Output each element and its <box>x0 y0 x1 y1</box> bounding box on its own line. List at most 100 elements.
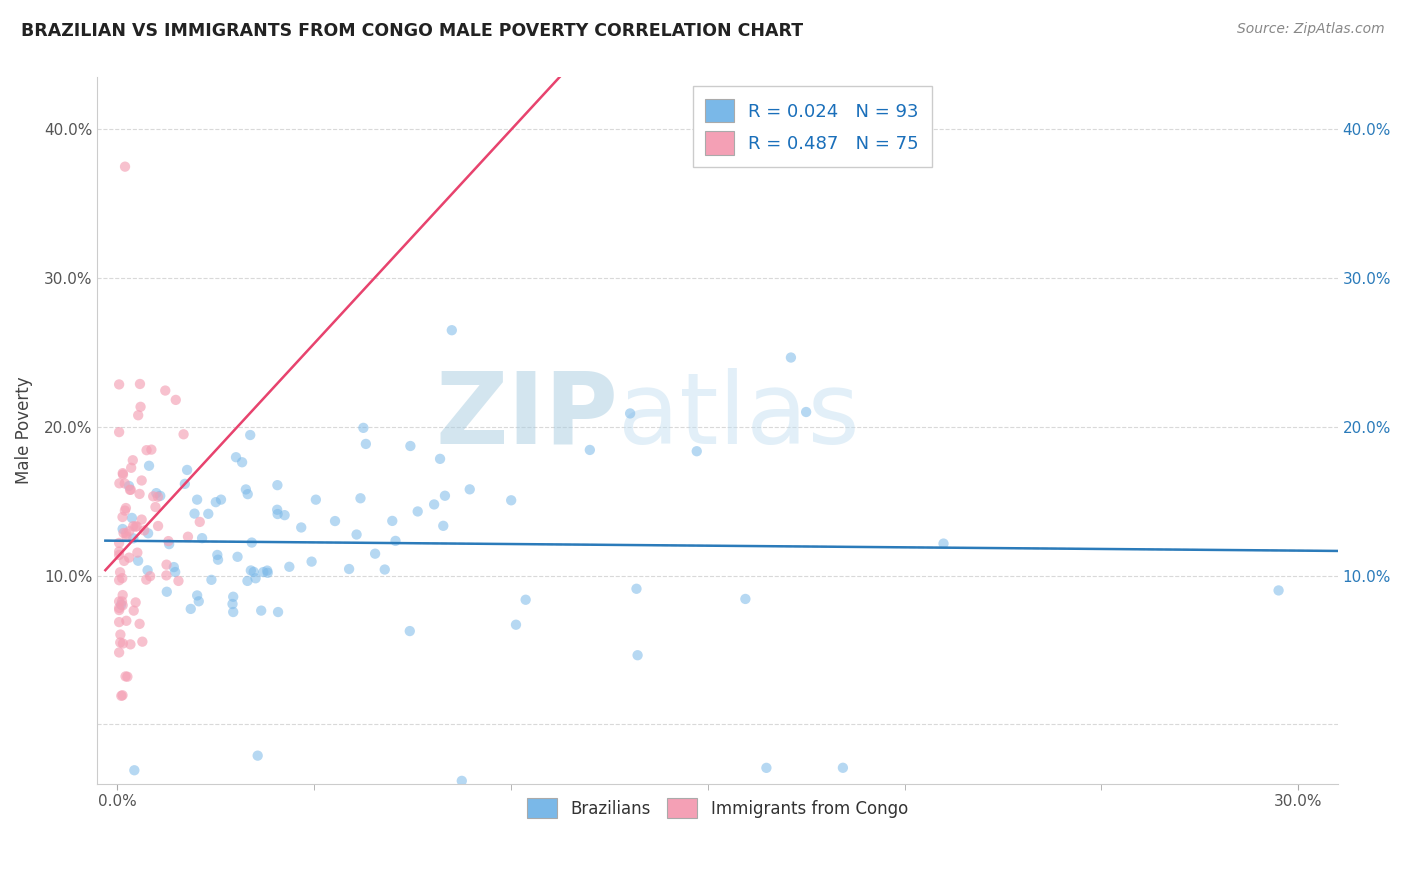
Point <box>155 384 177 398</box>
Point <box>246 748 269 763</box>
Point <box>115 530 138 544</box>
Point <box>266 502 288 516</box>
Point <box>188 515 211 529</box>
Point <box>108 425 131 439</box>
Point <box>129 400 152 414</box>
Point <box>127 554 149 568</box>
Point <box>186 589 208 603</box>
Point <box>110 627 132 641</box>
Point <box>122 604 145 618</box>
Point <box>120 483 142 497</box>
Point <box>108 548 131 562</box>
Point <box>131 634 153 648</box>
Point <box>278 559 301 574</box>
Point <box>115 614 138 628</box>
Point <box>384 533 406 548</box>
Point <box>440 323 463 337</box>
Point <box>108 573 131 587</box>
Point <box>346 527 368 541</box>
Point <box>301 555 323 569</box>
Point <box>127 409 149 423</box>
Point <box>121 511 143 525</box>
Point <box>204 495 226 509</box>
Point <box>118 524 141 539</box>
Point <box>110 598 132 612</box>
Point <box>110 689 132 703</box>
Text: atlas: atlas <box>619 368 860 465</box>
Point <box>110 635 132 649</box>
Point <box>111 510 134 524</box>
Point <box>209 492 232 507</box>
Point <box>173 427 195 442</box>
Point <box>780 351 803 365</box>
Point <box>381 514 404 528</box>
Point <box>111 688 134 702</box>
Point <box>458 483 481 497</box>
Point <box>626 582 648 596</box>
Point <box>173 476 195 491</box>
Point <box>423 498 446 512</box>
Point <box>145 486 167 500</box>
Point <box>505 617 527 632</box>
Point <box>176 463 198 477</box>
Point <box>138 458 160 473</box>
Point <box>266 507 288 521</box>
Point <box>131 512 153 526</box>
Point <box>114 669 136 683</box>
Point <box>114 503 136 517</box>
Point <box>111 571 134 585</box>
Point <box>245 571 267 585</box>
Point <box>207 548 229 562</box>
Point <box>619 406 641 420</box>
Point <box>149 489 172 503</box>
Point <box>108 476 131 491</box>
Y-axis label: Male Poverty: Male Poverty <box>15 376 32 484</box>
Point <box>579 442 602 457</box>
Point <box>163 560 186 574</box>
Point <box>114 476 136 491</box>
Point <box>131 474 153 488</box>
Point <box>122 519 145 533</box>
Point <box>135 573 157 587</box>
Point <box>323 514 346 528</box>
Point <box>108 566 131 580</box>
Point <box>406 504 429 518</box>
Legend: Brazilians, Immigrants from Congo: Brazilians, Immigrants from Congo <box>520 791 915 825</box>
Point <box>114 160 136 174</box>
Point <box>167 574 190 588</box>
Point <box>239 428 262 442</box>
Point <box>141 442 163 457</box>
Point <box>108 615 131 629</box>
Point <box>112 554 135 568</box>
Point <box>354 437 377 451</box>
Point <box>207 552 229 566</box>
Point <box>124 519 146 533</box>
Text: BRAZILIAN VS IMMIGRANTS FROM CONGO MALE POVERTY CORRELATION CHART: BRAZILIAN VS IMMIGRANTS FROM CONGO MALE … <box>21 22 803 40</box>
Point <box>118 550 141 565</box>
Point <box>305 492 328 507</box>
Point <box>200 573 222 587</box>
Point <box>186 492 208 507</box>
Point <box>235 483 257 497</box>
Point <box>433 489 456 503</box>
Point <box>125 519 148 533</box>
Point <box>135 443 157 458</box>
Point <box>187 594 209 608</box>
Point <box>156 584 179 599</box>
Point <box>501 493 523 508</box>
Point <box>250 604 273 618</box>
Point <box>180 602 202 616</box>
Point <box>432 518 454 533</box>
Point <box>134 524 156 538</box>
Point <box>155 558 177 572</box>
Point <box>115 526 138 541</box>
Point <box>832 761 855 775</box>
Point <box>111 599 134 613</box>
Point <box>127 546 149 560</box>
Point <box>108 601 131 615</box>
Point <box>146 490 169 504</box>
Point <box>155 568 177 582</box>
Point <box>256 566 278 580</box>
Point <box>290 520 312 534</box>
Point <box>128 487 150 501</box>
